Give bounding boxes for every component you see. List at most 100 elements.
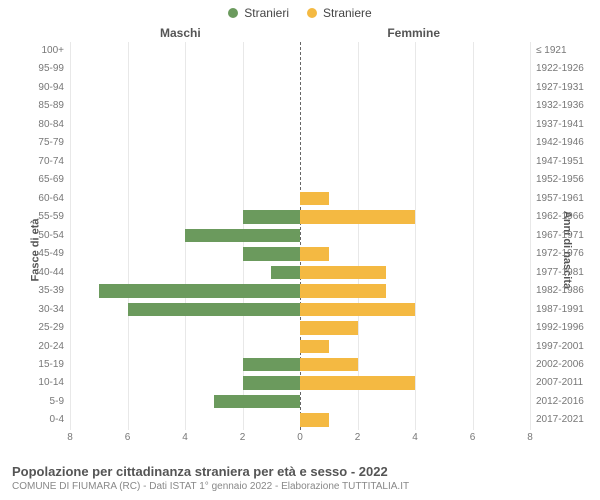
birthyear-label: 1972-1976 — [536, 248, 600, 259]
age-label: 100+ — [4, 45, 64, 56]
birthyear-label: 1992-1996 — [536, 322, 600, 333]
x-tick-label: 2 — [240, 432, 246, 443]
footer-subtitle: COMUNE DI FIUMARA (RC) - Dati ISTAT 1° g… — [12, 481, 409, 492]
age-row — [70, 116, 530, 134]
age-label: 60-64 — [4, 193, 64, 204]
age-label: 50-54 — [4, 230, 64, 241]
bar-female — [300, 358, 358, 372]
age-label: 30-34 — [4, 304, 64, 315]
age-row — [70, 208, 530, 226]
bar-female — [300, 340, 329, 354]
age-label: 25-29 — [4, 322, 64, 333]
age-row — [70, 374, 530, 392]
age-row — [70, 153, 530, 171]
bar-male — [185, 229, 300, 243]
birthyear-label: 2002-2006 — [536, 359, 600, 370]
age-row — [70, 301, 530, 319]
bar-female — [300, 376, 415, 390]
age-label: 70-74 — [4, 156, 64, 167]
age-row — [70, 171, 530, 189]
birthyear-label: 2017-2021 — [536, 414, 600, 425]
x-tick-label: 8 — [67, 432, 73, 443]
legend: Stranieri Straniere — [0, 0, 600, 20]
birthyear-label: 2007-2011 — [536, 377, 600, 388]
header-male: Maschi — [160, 26, 201, 40]
age-row — [70, 42, 530, 60]
bar-female — [300, 247, 329, 261]
age-label: 95-99 — [4, 63, 64, 74]
age-row — [70, 79, 530, 97]
birthyear-label: 1937-1941 — [536, 119, 600, 130]
age-row — [70, 264, 530, 282]
age-label: 65-69 — [4, 174, 64, 185]
birthyear-label: 1987-1991 — [536, 304, 600, 315]
birthyear-label: 1967-1971 — [536, 230, 600, 241]
chart-footer: Popolazione per cittadinanza straniera p… — [12, 464, 409, 492]
x-tick-label: 6 — [125, 432, 131, 443]
bar-male — [128, 303, 301, 317]
gridline — [530, 42, 531, 430]
birthyear-label: 1927-1931 — [536, 82, 600, 93]
legend-item-female: Straniere — [307, 6, 372, 20]
bar-male — [99, 284, 300, 298]
age-row — [70, 97, 530, 115]
birthyear-label: 1982-1986 — [536, 285, 600, 296]
age-label: 90-94 — [4, 82, 64, 93]
age-label: 0-4 — [4, 414, 64, 425]
legend-label-male: Stranieri — [244, 6, 289, 20]
age-row — [70, 134, 530, 152]
bar-male — [214, 395, 300, 409]
age-row — [70, 60, 530, 78]
age-label: 35-39 — [4, 285, 64, 296]
header-female: Femmine — [387, 26, 440, 40]
age-row — [70, 411, 530, 429]
birthyear-label: 1952-1956 — [536, 174, 600, 185]
bar-male — [243, 358, 301, 372]
birthyear-label: 1962-1966 — [536, 211, 600, 222]
legend-swatch-male — [228, 8, 238, 18]
birthyear-label: 1947-1951 — [536, 156, 600, 167]
x-tick-label: 0 — [297, 432, 303, 443]
bar-female — [300, 303, 415, 317]
age-row — [70, 282, 530, 300]
age-row — [70, 356, 530, 374]
birthyear-label: 1942-1946 — [536, 137, 600, 148]
age-row — [70, 393, 530, 411]
plot-area: 864202468100+≤ 192195-991922-192690-9419… — [70, 42, 530, 430]
bar-female — [300, 266, 386, 280]
population-pyramid-chart: Stranieri Straniere Maschi Femmine Fasce… — [0, 0, 600, 500]
bar-female — [300, 284, 386, 298]
bar-female — [300, 210, 415, 224]
age-label: 15-19 — [4, 359, 64, 370]
birthyear-label: 1977-1981 — [536, 267, 600, 278]
x-tick-label: 2 — [355, 432, 361, 443]
age-label: 85-89 — [4, 100, 64, 111]
bar-male — [243, 376, 301, 390]
bar-male — [271, 266, 300, 280]
x-tick-label: 6 — [470, 432, 476, 443]
bar-male — [243, 247, 301, 261]
legend-label-female: Straniere — [323, 6, 372, 20]
age-row — [70, 338, 530, 356]
x-tick-label: 4 — [182, 432, 188, 443]
footer-title: Popolazione per cittadinanza straniera p… — [12, 464, 409, 479]
age-label: 45-49 — [4, 248, 64, 259]
x-tick-label: 8 — [527, 432, 533, 443]
bar-female — [300, 192, 329, 206]
age-row — [70, 245, 530, 263]
birthyear-label: 1932-1936 — [536, 100, 600, 111]
x-tick-label: 4 — [412, 432, 418, 443]
age-row — [70, 319, 530, 337]
birthyear-label: 2012-2016 — [536, 396, 600, 407]
age-label: 5-9 — [4, 396, 64, 407]
age-label: 10-14 — [4, 377, 64, 388]
bar-female — [300, 321, 358, 335]
bar-female — [300, 413, 329, 427]
legend-swatch-female — [307, 8, 317, 18]
age-label: 20-24 — [4, 341, 64, 352]
age-label: 40-44 — [4, 267, 64, 278]
age-row — [70, 190, 530, 208]
age-label: 75-79 — [4, 137, 64, 148]
birthyear-label: 1957-1961 — [536, 193, 600, 204]
age-row — [70, 227, 530, 245]
